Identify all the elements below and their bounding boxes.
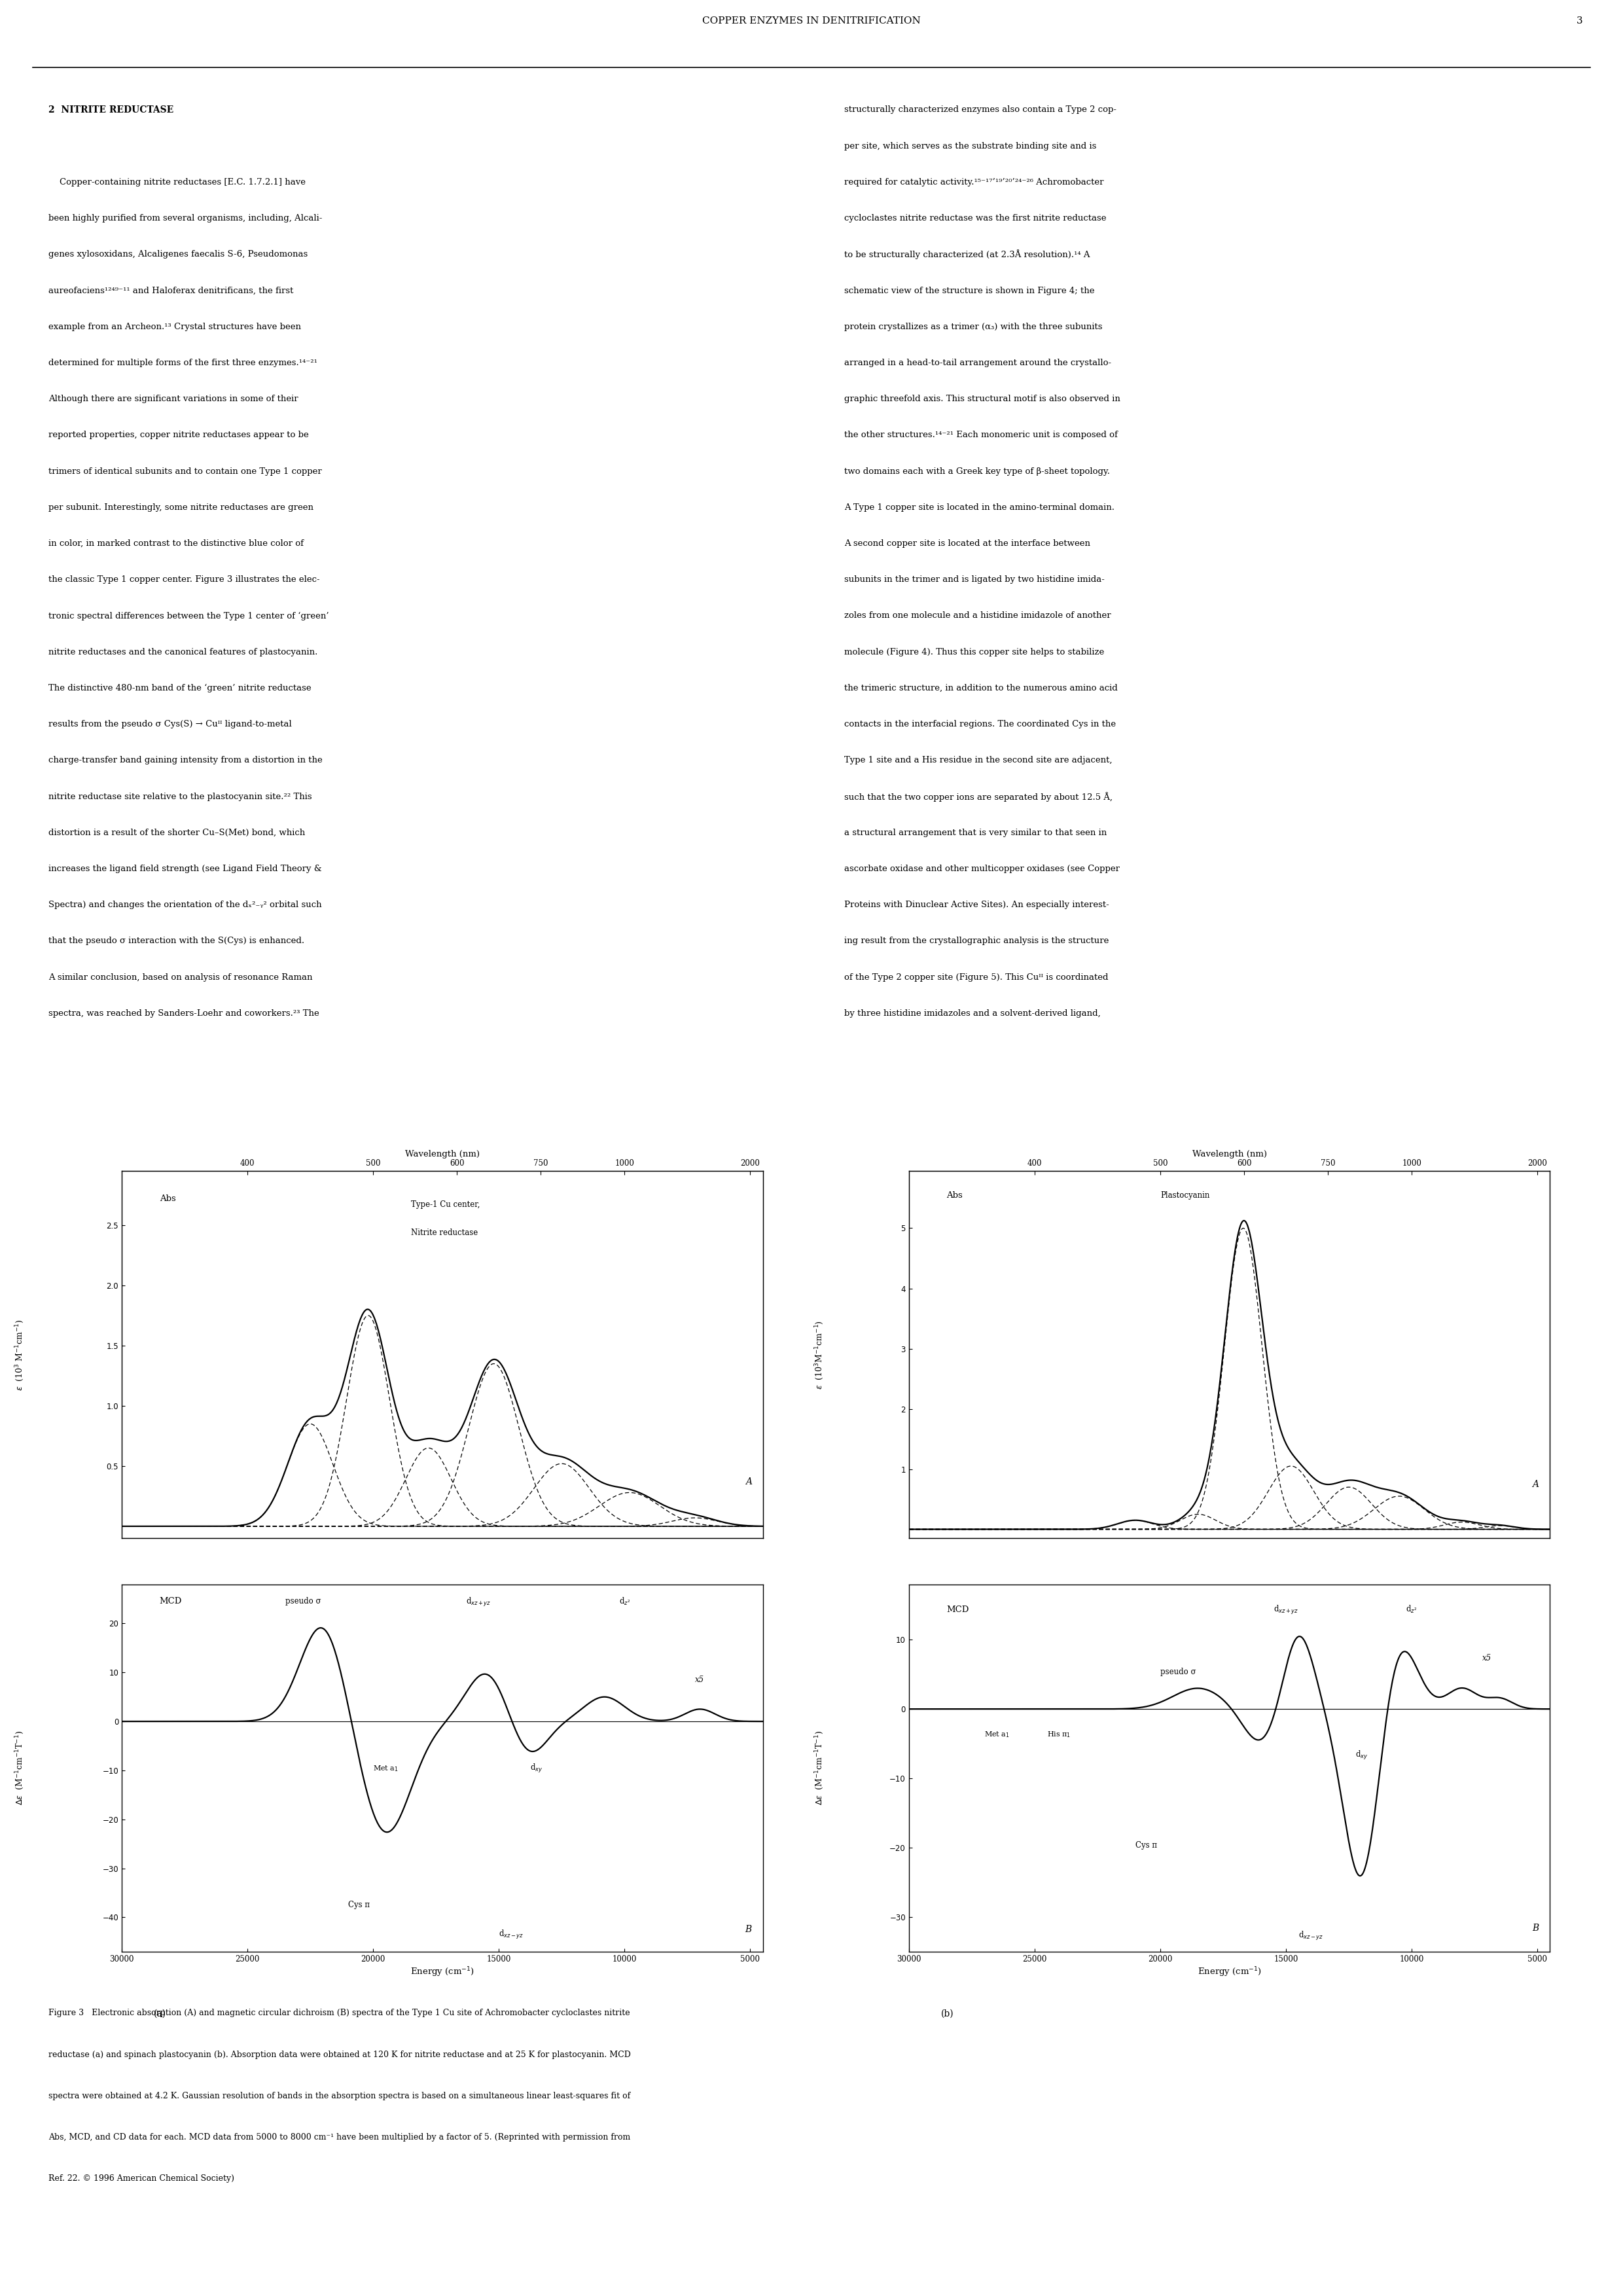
Text: charge-transfer band gaining intensity from a distortion in the: charge-transfer band gaining intensity f… (49, 755, 323, 765)
Text: in color, in marked contrast to the distinctive blue color of: in color, in marked contrast to the dist… (49, 540, 304, 549)
Text: pseudo σ: pseudo σ (1160, 1667, 1196, 1676)
Text: d$_{xz-yz}$: d$_{xz-yz}$ (498, 1929, 524, 1940)
Text: nitrite reductase site relative to the plastocyanin site.²² This: nitrite reductase site relative to the p… (49, 792, 312, 801)
Text: distortion is a result of the shorter Cu–S(Met) bond, which: distortion is a result of the shorter Cu… (49, 829, 305, 838)
Text: contacts in the interfacial regions. The coordinated Cys in the: contacts in the interfacial regions. The… (844, 721, 1115, 728)
Text: zoles from one molecule and a histidine imidazole of another: zoles from one molecule and a histidine … (844, 611, 1110, 620)
Text: to be structurally characterized (at 2.3Å resolution).¹⁴ A: to be structurally characterized (at 2.3… (844, 250, 1089, 259)
Text: two domains each with a Greek key type of β-sheet topology.: two domains each with a Greek key type o… (844, 466, 1110, 475)
Text: increases the ligand field strength (see Ligand Field Theory &: increases the ligand field strength (see… (49, 866, 321, 872)
Text: per site, which serves as the substrate binding site and is: per site, which serves as the substrate … (844, 142, 1096, 149)
Text: (a): (a) (154, 2009, 166, 2018)
Text: x5: x5 (1482, 1653, 1492, 1662)
Text: the classic Type 1 copper center. Figure 3 illustrates the elec-: the classic Type 1 copper center. Figure… (49, 576, 320, 583)
Text: spectra, was reached by Sanders-Loehr and coworkers.²³ The: spectra, was reached by Sanders-Loehr an… (49, 1010, 320, 1017)
Text: d$_{z^2}$: d$_{z^2}$ (1406, 1605, 1417, 1614)
Text: Type 1 site and a His residue in the second site are adjacent,: Type 1 site and a His residue in the sec… (844, 755, 1112, 765)
Text: Abs: Abs (946, 1192, 962, 1201)
Text: d$_{xy}$: d$_{xy}$ (1355, 1750, 1368, 1761)
Text: schematic view of the structure is shown in Figure 4; the: schematic view of the structure is shown… (844, 287, 1094, 294)
Text: Copper-containing nitrite reductases [E.C. 1.7.2.1] have: Copper-containing nitrite reductases [E.… (49, 177, 305, 186)
Text: by three histidine imidazoles and a solvent-derived ligand,: by three histidine imidazoles and a solv… (844, 1010, 1100, 1017)
Text: MCD: MCD (946, 1605, 969, 1614)
Y-axis label: $\Delta\varepsilon$  (M$^{-1}$cm$^{-1}$T$^{-1}$): $\Delta\varepsilon$ (M$^{-1}$cm$^{-1}$T$… (815, 1731, 826, 1805)
Text: nitrite reductases and the canonical features of plastocyanin.: nitrite reductases and the canonical fea… (49, 647, 318, 657)
Text: Proteins with Dinuclear Active Sites). An especially interest-: Proteins with Dinuclear Active Sites). A… (844, 900, 1109, 909)
Text: d$_{xz-yz}$: d$_{xz-yz}$ (1298, 1931, 1324, 1942)
Text: Spectra) and changes the orientation of the dₓ²₋ᵧ² orbital such: Spectra) and changes the orientation of … (49, 900, 321, 909)
Text: Ref. 22. © 1996 American Chemical Society): Ref. 22. © 1996 American Chemical Societ… (49, 2174, 235, 2183)
X-axis label: Energy (cm$^{-1}$): Energy (cm$^{-1}$) (411, 1965, 474, 1979)
Text: example from an Archeon.¹³ Crystal structures have been: example from an Archeon.¹³ Crystal struc… (49, 321, 302, 331)
Text: ing result from the crystallographic analysis is the structure: ing result from the crystallographic ana… (844, 937, 1109, 946)
Text: the trimeric structure, in addition to the numerous amino acid: the trimeric structure, in addition to t… (844, 684, 1117, 693)
Text: of the Type 2 copper site (Figure 5). This Cuᴵᴵ is coordinated: of the Type 2 copper site (Figure 5). Th… (844, 974, 1109, 983)
Text: Met a$_1$: Met a$_1$ (373, 1763, 399, 1773)
Text: genes xylosoxidans, Alcaligenes faecalis S-6, Pseudomonas: genes xylosoxidans, Alcaligenes faecalis… (49, 250, 308, 259)
Text: the other structures.¹⁴⁻²¹ Each monomeric unit is composed of: the other structures.¹⁴⁻²¹ Each monomeri… (844, 432, 1117, 439)
Text: d$_{xy}$: d$_{xy}$ (531, 1763, 544, 1775)
Text: a structural arrangement that is very similar to that seen in: a structural arrangement that is very si… (844, 829, 1107, 838)
Y-axis label: $\varepsilon$  (10$^3$M$^{-1}$cm$^{-1}$): $\varepsilon$ (10$^3$M$^{-1}$cm$^{-1}$) (815, 1320, 826, 1389)
Text: per subunit. Interestingly, some nitrite reductases are green: per subunit. Interestingly, some nitrite… (49, 503, 313, 512)
Text: Abs: Abs (159, 1194, 175, 1203)
Text: A: A (745, 1476, 751, 1486)
Y-axis label: $\varepsilon$  (10$^3$ M$^{-1}$cm$^{-1}$): $\varepsilon$ (10$^3$ M$^{-1}$cm$^{-1}$) (15, 1318, 26, 1391)
Text: that the pseudo σ interaction with the S(Cys) is enhanced.: that the pseudo σ interaction with the S… (49, 937, 305, 946)
Text: spectra were obtained at 4.2 K. Gaussian resolution of bands in the absorption s: spectra were obtained at 4.2 K. Gaussian… (49, 2092, 631, 2101)
Text: Met a$_1$: Met a$_1$ (984, 1731, 1010, 1738)
Text: Plastocyanin: Plastocyanin (1160, 1192, 1209, 1201)
Text: A similar conclusion, based on analysis of resonance Raman: A similar conclusion, based on analysis … (49, 974, 313, 983)
X-axis label: Wavelength (nm): Wavelength (nm) (1193, 1150, 1266, 1159)
Text: Although there are significant variations in some of their: Although there are significant variation… (49, 395, 299, 404)
Text: His π$_1$: His π$_1$ (1047, 1731, 1071, 1738)
Text: A Type 1 copper site is located in the amino-terminal domain.: A Type 1 copper site is located in the a… (844, 503, 1115, 512)
Text: Figure 3   Electronic absorption (A) and magnetic circular dichroism (B) spectra: Figure 3 Electronic absorption (A) and m… (49, 2009, 630, 2018)
Text: structurally characterized enzymes also contain a Type 2 cop-: structurally characterized enzymes also … (844, 106, 1117, 115)
Text: required for catalytic activity.¹⁵⁻¹⁷’¹⁹’²⁰’²⁴⁻²⁶ Achromobacter: required for catalytic activity.¹⁵⁻¹⁷’¹⁹… (844, 177, 1104, 186)
Text: Nitrite reductase: Nitrite reductase (411, 1228, 477, 1238)
Text: trimers of identical subunits and to contain one Type 1 copper: trimers of identical subunits and to con… (49, 466, 321, 475)
Text: tronic spectral differences between the Type 1 center of ‘green’: tronic spectral differences between the … (49, 611, 329, 620)
Text: aureofaciens¹²⁴⁹⁻¹¹ and Haloferax denitrificans, the first: aureofaciens¹²⁴⁹⁻¹¹ and Haloferax denitr… (49, 287, 294, 294)
Text: been highly purified from several organisms, including, Alcali-: been highly purified from several organi… (49, 214, 323, 223)
Text: A second copper site is located at the interface between: A second copper site is located at the i… (844, 540, 1091, 549)
Text: molecule (Figure 4). Thus this copper site helps to stabilize: molecule (Figure 4). Thus this copper si… (844, 647, 1104, 657)
Text: subunits in the trimer and is ligated by two histidine imida-: subunits in the trimer and is ligated by… (844, 576, 1104, 583)
Text: d$_{xz+yz}$: d$_{xz+yz}$ (1274, 1605, 1298, 1616)
Text: ascorbate oxidase and other multicopper oxidases (see Copper: ascorbate oxidase and other multicopper … (844, 866, 1120, 872)
Text: The distinctive 480-nm band of the ‘green’ nitrite reductase: The distinctive 480-nm band of the ‘gree… (49, 684, 312, 693)
Text: Abs, MCD, and CD data for each. MCD data from 5000 to 8000 cm⁻¹ have been multip: Abs, MCD, and CD data for each. MCD data… (49, 2133, 631, 2142)
Y-axis label: $\Delta\varepsilon$  (M$^{-1}$cm$^{-1}$T$^{-1}$): $\Delta\varepsilon$ (M$^{-1}$cm$^{-1}$T$… (15, 1731, 26, 1805)
Text: results from the pseudo σ Cys(S) → Cuᴵᴵ ligand-to-metal: results from the pseudo σ Cys(S) → Cuᴵᴵ … (49, 721, 292, 728)
Text: B: B (745, 1924, 751, 1933)
Text: B: B (1532, 1924, 1539, 1933)
Text: (b): (b) (941, 2009, 954, 2018)
Text: A: A (1532, 1481, 1539, 1490)
Text: x5: x5 (695, 1676, 704, 1685)
Text: MCD: MCD (159, 1598, 182, 1605)
X-axis label: Energy (cm$^{-1}$): Energy (cm$^{-1}$) (1198, 1965, 1261, 1979)
Text: 2  NITRITE REDUCTASE: 2 NITRITE REDUCTASE (49, 106, 174, 115)
Text: d$_{xz+yz}$: d$_{xz+yz}$ (466, 1596, 492, 1607)
Text: reported properties, copper nitrite reductases appear to be: reported properties, copper nitrite redu… (49, 432, 308, 439)
Text: d$_{z^2}$: d$_{z^2}$ (618, 1596, 630, 1607)
Text: pseudo σ: pseudo σ (286, 1598, 321, 1605)
Text: Cys π: Cys π (347, 1901, 370, 1910)
Text: protein crystallizes as a trimer (α₃) with the three subunits: protein crystallizes as a trimer (α₃) wi… (844, 321, 1102, 331)
Text: determined for multiple forms of the first three enzymes.¹⁴⁻²¹: determined for multiple forms of the fir… (49, 358, 318, 367)
Text: such that the two copper ions are separated by about 12.5 Å,: such that the two copper ions are separa… (844, 792, 1112, 801)
Text: Cys π: Cys π (1134, 1841, 1157, 1851)
Text: 3: 3 (1576, 16, 1582, 25)
Text: cycloclastes nitrite reductase was the first nitrite reductase: cycloclastes nitrite reductase was the f… (844, 214, 1105, 223)
Text: arranged in a head-to-tail arrangement around the crystallo-: arranged in a head-to-tail arrangement a… (844, 358, 1112, 367)
Text: reductase (a) and spinach plastocyanin (b). Absorption data were obtained at 120: reductase (a) and spinach plastocyanin (… (49, 2050, 631, 2060)
X-axis label: Wavelength (nm): Wavelength (nm) (406, 1150, 479, 1159)
Text: Type-1 Cu center,: Type-1 Cu center, (411, 1201, 480, 1210)
Text: COPPER ENZYMES IN DENITRIFICATION: COPPER ENZYMES IN DENITRIFICATION (703, 16, 920, 25)
Text: graphic threefold axis. This structural motif is also observed in: graphic threefold axis. This structural … (844, 395, 1120, 404)
